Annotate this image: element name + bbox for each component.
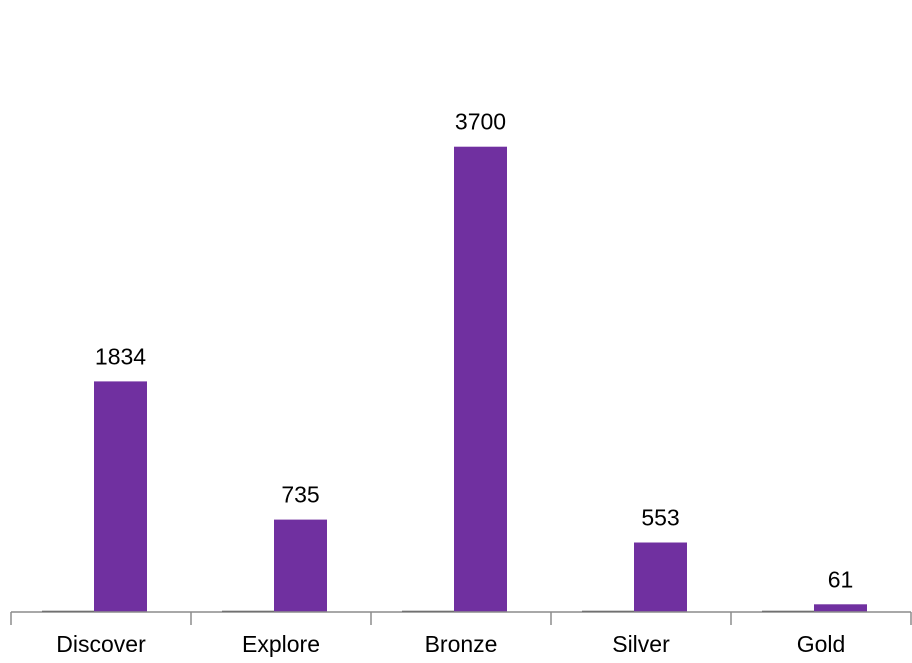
x-axis-ticks: [10, 612, 912, 625]
data-label-discover: 1834: [95, 343, 146, 369]
tick-label-bronze: Bronze: [425, 631, 498, 657]
tick-label-silver: Silver: [612, 631, 670, 657]
bar-gold-series-2: [814, 604, 867, 612]
bar-group: [42, 146, 867, 612]
data-label-group: 1834 735 3700 553 61: [95, 109, 853, 593]
tick-label-discover: Discover: [56, 631, 146, 657]
data-label-explore: 735: [281, 482, 319, 508]
tick-label-explore: Explore: [242, 631, 320, 657]
bar-explore-series-2: [274, 519, 327, 612]
tick-label-gold: Gold: [797, 631, 846, 657]
data-label-gold: 61: [828, 566, 854, 592]
data-label-silver: 553: [641, 505, 679, 531]
bar-discover-series-2: [94, 381, 147, 612]
data-label-bronze: 3700: [455, 109, 506, 135]
bar-silver-series-2: [634, 542, 687, 612]
bar-bronze-series-2: [454, 146, 507, 612]
x-axis-tick-labels: Discover Explore Bronze Silver Gold: [56, 631, 845, 657]
